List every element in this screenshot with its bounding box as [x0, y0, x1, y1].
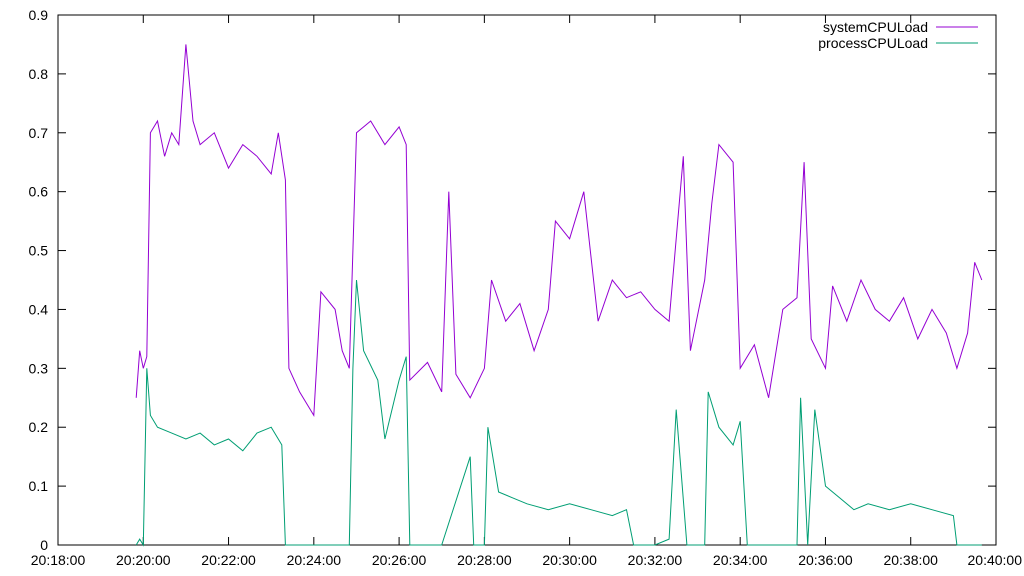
- y-tick-label: 0.8: [29, 66, 49, 82]
- y-tick-label: 0.1: [29, 478, 49, 494]
- x-tick-label: 20:32:00: [628, 552, 683, 568]
- legend-label: systemCPULoad: [823, 19, 928, 35]
- y-tick-label: 0.2: [29, 419, 49, 435]
- y-tick-label: 0.5: [29, 243, 49, 259]
- series-layer: [135, 44, 983, 547]
- y-tick-label: 0.4: [29, 301, 49, 317]
- x-tick-label: 20:20:00: [116, 552, 171, 568]
- plot-frame: [57, 14, 997, 546]
- y-axis: 0 0.1 0.2 0.3 0.4 0.5 0.6 0.7 0.8 0.9: [29, 7, 996, 553]
- x-tick-label: 20:40:00: [968, 552, 1023, 568]
- y-tick-label: 0: [40, 537, 48, 553]
- y-tick-label: 0.6: [29, 184, 49, 200]
- x-axis: 20:18:00 20:20:00 20:22:00 20:24:00 20:26:00…: [31, 15, 1022, 568]
- x-tick-label: 20:28:00: [457, 552, 512, 568]
- x-tick-label: 20:38:00: [883, 552, 938, 568]
- x-tick-label: 20:24:00: [287, 552, 342, 568]
- y-tick-label: 0.3: [29, 360, 49, 376]
- y-tick-label: 0.7: [29, 125, 49, 141]
- x-tick-label: 20:36:00: [798, 552, 853, 568]
- y-tick-label: 0.9: [29, 7, 49, 23]
- series-line-systemCPULoad: [135, 44, 983, 418]
- x-tick-label: 20:26:00: [372, 552, 427, 568]
- x-tick-label: 20:22:00: [201, 552, 256, 568]
- x-tick-label: 20:18:00: [31, 552, 86, 568]
- x-tick-label: 20:30:00: [542, 552, 597, 568]
- series-line-processCPULoad: [135, 279, 982, 547]
- legend-label: processCPULoad: [818, 35, 928, 51]
- x-tick-label: 20:34:00: [713, 552, 768, 568]
